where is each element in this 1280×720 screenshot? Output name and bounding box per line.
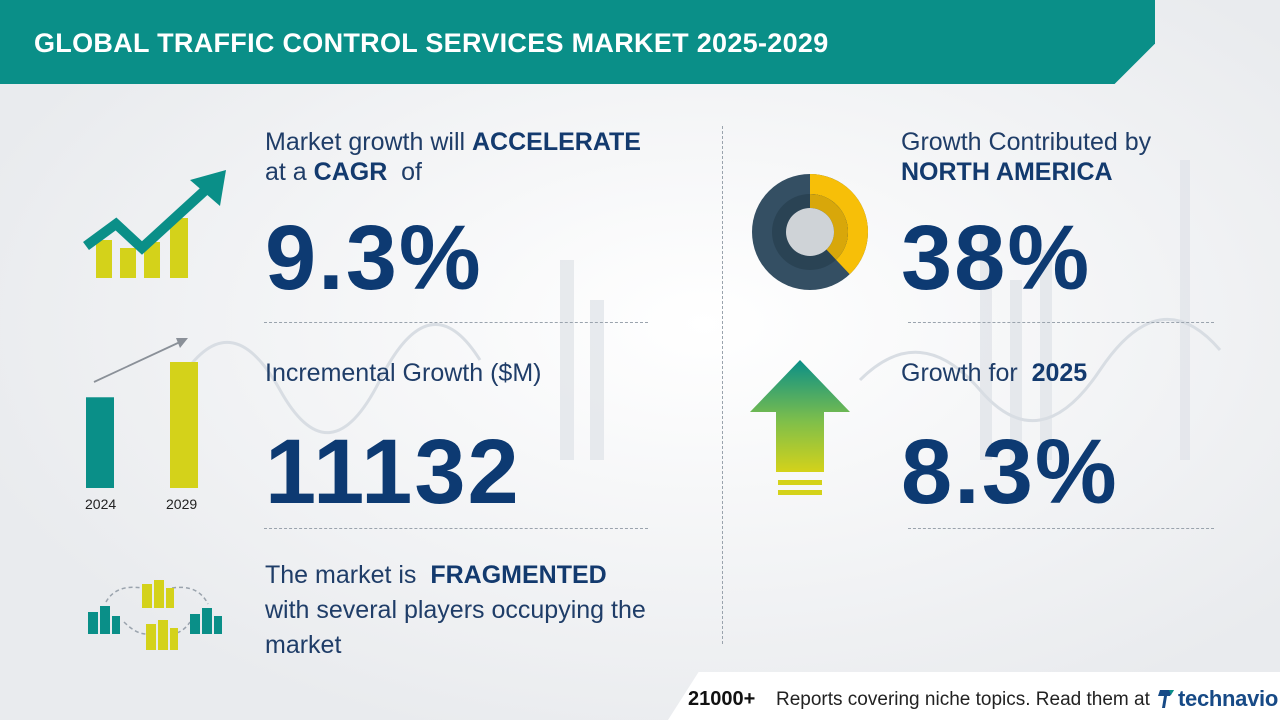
- cagr-accelerate-text: ACCELERATE: [472, 128, 641, 156]
- incremental-growth-bars-icon: [86, 338, 198, 488]
- growth-year-value: 8.3%: [901, 421, 1119, 523]
- year-end-label: 2029: [166, 496, 198, 512]
- growth-year-prefix: Growth for: [901, 359, 1032, 387]
- north-america-share-slice: [810, 174, 868, 275]
- divider-left-1: [264, 322, 648, 323]
- divider-left-2: [264, 528, 648, 529]
- market-structure-text: The market is FRAGMENTED with several pl…: [265, 558, 646, 663]
- cagr-of-text: of: [387, 158, 423, 186]
- north-america-share-inner: [810, 194, 848, 260]
- center-divider: [722, 126, 723, 644]
- region-name: NORTH AMERICA: [901, 158, 1113, 186]
- report-count: 21000+: [688, 688, 756, 710]
- cagr-line2-text: at a: [265, 158, 314, 186]
- divider-right-2: [908, 528, 1214, 529]
- page-title: GLOBAL TRAFFIC CONTROL SERVICES MARKET 2…: [34, 28, 829, 58]
- divider-right-1: [908, 322, 1214, 323]
- cagr-line1-text: Market growth will: [265, 128, 472, 156]
- fragmented-label: FRAGMENTED: [430, 561, 607, 589]
- growth-year-label: Growth for 2025: [901, 358, 1087, 388]
- cagr-value: 9.3%: [265, 207, 483, 309]
- technavio-brand[interactable]: technavio: [1178, 686, 1278, 711]
- header-banner: [0, 0, 1155, 84]
- buildings-network-icon: [88, 580, 222, 650]
- cagr-headline: Market growth will ACCELERATE at a CAGR …: [265, 127, 641, 187]
- technavio-logo-icon: [1158, 690, 1174, 708]
- region-share-value: 38%: [901, 207, 1092, 309]
- market-structure-line2: with several players occupying the: [265, 596, 646, 624]
- incremental-growth-label: Incremental Growth ($M): [265, 359, 542, 387]
- up-arrow-icon: [750, 360, 850, 495]
- market-structure-line1: The market is: [265, 561, 431, 589]
- bar-2024: [86, 397, 114, 488]
- market-structure-line3: market: [265, 631, 342, 659]
- region-line1: Growth Contributed by: [901, 128, 1152, 156]
- bar-2029: [170, 362, 198, 488]
- growth-chart-icon: [83, 170, 226, 278]
- cagr-label: CAGR: [313, 158, 388, 186]
- growth-year: 2025: [1031, 359, 1088, 387]
- footer-bar: [668, 672, 1280, 720]
- year-start-label: 2024: [85, 496, 117, 512]
- region-headline: Growth Contributed by NORTH AMERICA: [901, 127, 1151, 187]
- incremental-growth-value: 11132: [265, 421, 521, 523]
- region-share-donut-icon: [752, 174, 868, 290]
- footer-tagline: Reports covering niche topics. Read them…: [776, 689, 1150, 710]
